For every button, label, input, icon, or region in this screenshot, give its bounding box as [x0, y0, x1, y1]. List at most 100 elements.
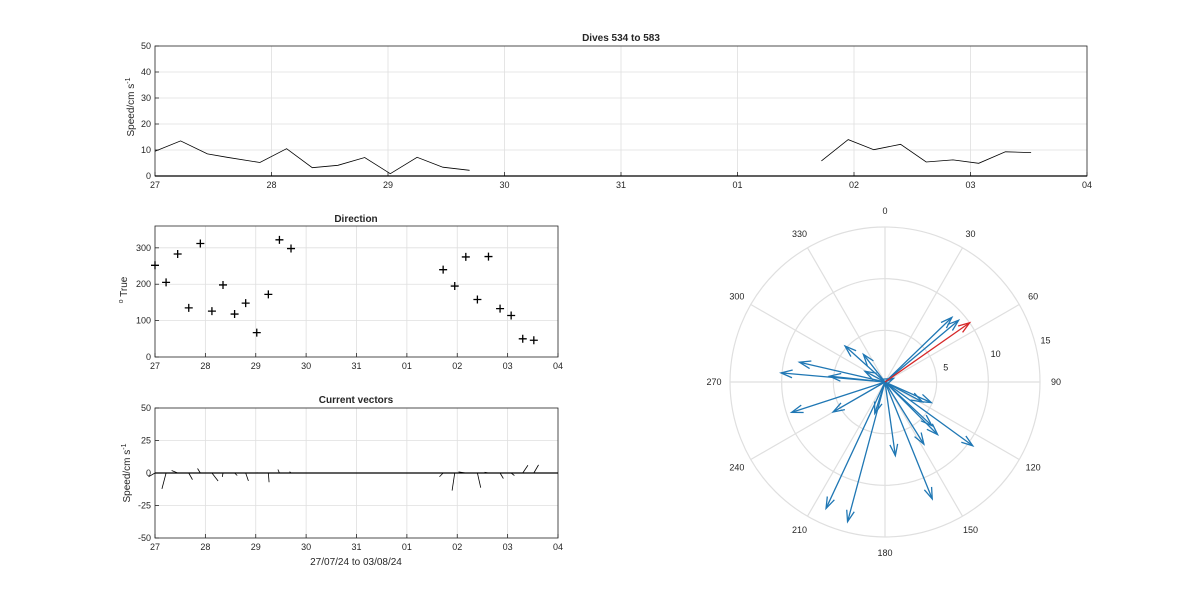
current-vector-stick — [522, 465, 529, 474]
direction-point — [473, 295, 482, 304]
direction-x-tick-label: 28 — [200, 361, 210, 371]
compass-panel: 0 30 60 90 120 150 180 210 240 270 300 330 5 10 15 — [706, 206, 1061, 558]
direction-point — [230, 310, 239, 319]
current-vectors-x-tick-label: 03 — [503, 542, 513, 552]
speed-y-tick-label: 10 — [141, 145, 151, 155]
direction-x-tick-label: 03 — [503, 361, 513, 371]
direction-ylabel: o True — [118, 276, 130, 303]
compass-arrow-head — [827, 372, 842, 382]
compass-arrow-head — [789, 404, 804, 414]
polar-angle-label: 0 — [882, 206, 887, 216]
current-vectors-x-tick-label: 27 — [150, 542, 160, 552]
speed-series-line — [154, 140, 470, 175]
direction-point — [264, 290, 273, 299]
direction-x-tick-label: 02 — [452, 361, 462, 371]
direction-x-tick-label: 01 — [402, 361, 412, 371]
compass-arrow-head — [831, 402, 845, 413]
direction-panel: Direction o True 27 28 29 30 31 01 02 03 04 0 100 2… — [118, 214, 563, 371]
compass-arrow — [832, 381, 886, 413]
direction-point — [529, 336, 538, 345]
compass-arrow — [884, 381, 933, 427]
compass-arrow-head — [919, 393, 934, 404]
direction-point — [518, 334, 527, 343]
speed-x-tick-label: 30 — [499, 180, 509, 190]
direction-point — [439, 265, 448, 274]
current-vector-stick — [161, 472, 167, 490]
compass-arrow — [884, 381, 896, 456]
current-vector-stick — [148, 472, 156, 478]
compass-arrow-head — [961, 435, 975, 447]
current-vectors-x-tick-label: 31 — [351, 542, 361, 552]
direction-point — [450, 282, 459, 291]
compass-arrow — [846, 381, 886, 522]
direction-point — [275, 235, 284, 244]
current-vector-stick — [451, 472, 456, 491]
current-vectors-y-tick-label: 0 — [146, 468, 151, 478]
compass-arrow-head — [940, 316, 954, 329]
polar-angle-label: 60 — [1028, 292, 1038, 302]
compass-arrow-head — [947, 318, 961, 331]
direction-y-tick-label: 0 — [146, 352, 151, 362]
current-vectors-ylabel: Speed/cm s-1 — [121, 443, 133, 502]
current-vector-stick — [211, 472, 219, 482]
compass-mean-arrow — [884, 322, 971, 383]
compass-arrow — [799, 361, 886, 383]
compass-arrow-head — [923, 486, 933, 501]
polar-angle-label: 30 — [965, 229, 975, 239]
speed-y-tick-label: 40 — [141, 67, 151, 77]
polar-spoke — [884, 247, 964, 383]
speed-y-tick-label: 20 — [141, 119, 151, 129]
current-vector-stick — [245, 472, 249, 481]
current-vectors-x-tick-label: 01 — [402, 542, 412, 552]
speed-y-tick-label: 30 — [141, 93, 151, 103]
direction-point — [184, 303, 193, 312]
current-vectors-y-tick-label: -25 — [138, 501, 151, 511]
speed-series-line — [821, 139, 1032, 164]
direction-point — [207, 307, 216, 316]
polar-spoke — [884, 381, 1020, 461]
compass-arrow — [844, 345, 886, 383]
current-vectors-panel: Current vectors Speed/cm s-1 27/07/24 to… — [121, 395, 563, 568]
current-vectors-x-tick-label: 02 — [452, 542, 462, 552]
current-vector-stick — [499, 472, 504, 479]
direction-x-tick-label: 04 — [553, 361, 563, 371]
compass-arrow — [884, 381, 925, 445]
compass-arrow-head — [779, 369, 793, 379]
direction-x-tick-label: 27 — [150, 361, 160, 371]
polar-spoke — [806, 381, 886, 517]
compass-arrow-head — [920, 414, 934, 428]
current-vector-stick — [477, 472, 482, 488]
compass-arrow-head — [825, 496, 835, 511]
direction-point — [484, 252, 493, 261]
speed-x-tick-label: 03 — [965, 180, 975, 190]
direction-title: Direction — [334, 214, 377, 225]
compass-arrow-head — [843, 344, 857, 357]
compass-arrow-head — [889, 443, 899, 458]
compass-arrow — [864, 370, 886, 383]
compass-arrow-head — [846, 509, 855, 524]
current-vectors-y-tick-label: 25 — [141, 436, 151, 446]
direction-x-tick-label: 29 — [251, 361, 261, 371]
current-vector-stick — [188, 472, 193, 480]
polar-radius-label: 10 — [991, 349, 1001, 359]
direction-point — [196, 239, 205, 248]
polar-angle-label: 180 — [877, 548, 892, 558]
speed-x-tick-label: 28 — [266, 180, 276, 190]
polar-radius-label: 15 — [1041, 336, 1051, 346]
polar-radius-label: 5 — [943, 362, 948, 372]
compass-arrow — [791, 381, 886, 413]
direction-x-tick-label: 30 — [301, 361, 311, 371]
current-vector-stick — [267, 472, 270, 483]
direction-x-tick-label: 31 — [351, 361, 361, 371]
current-vectors-x-tick-label: 28 — [200, 542, 210, 552]
polar-angle-label: 90 — [1051, 377, 1061, 387]
speed-ylabel: Speed/cm s-1 — [125, 77, 137, 136]
polar-angle-label: 150 — [963, 525, 978, 535]
polar-angle-label: 300 — [729, 292, 744, 302]
speed-x-tick-label: 29 — [383, 180, 393, 190]
compass-arrow — [884, 381, 932, 404]
compass-arrow-head — [914, 432, 925, 446]
polar-angle-label: 240 — [729, 463, 744, 473]
speed-panel: Dives 534 to 583 Speed/cm s-1 27 28 29 30 31… — [125, 33, 1092, 190]
